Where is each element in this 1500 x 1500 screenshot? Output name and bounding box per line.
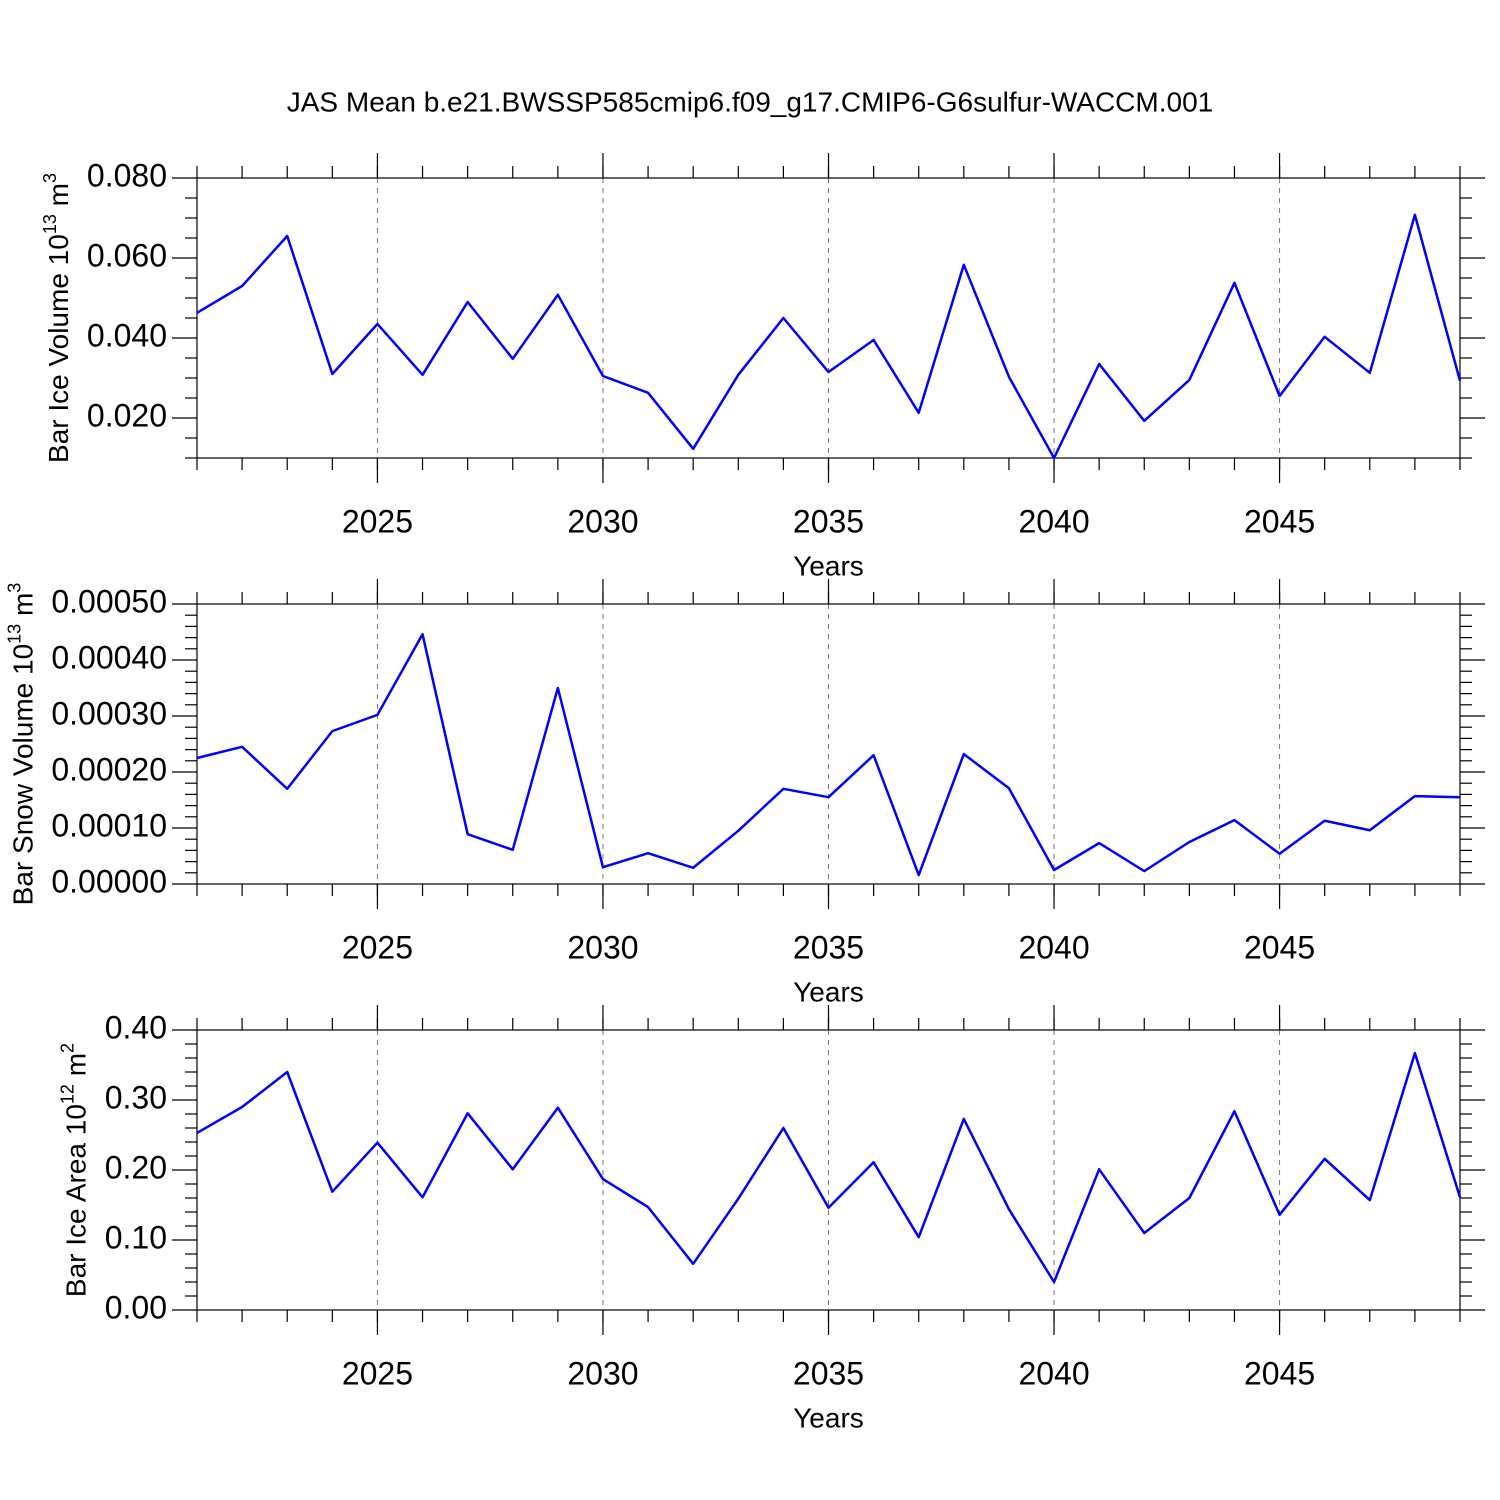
plot-frame [196, 603, 1461, 885]
chart-title: JAS Mean b.e21.BWSSP585cmip6.f09_g17.CMI… [287, 86, 1213, 117]
y-tick-label: 0.40 [105, 1009, 167, 1045]
y-axis-label-part: Bar Snow Volume 10 [8, 644, 39, 906]
y-tick-label: 0.00050 [51, 583, 167, 619]
y-tick-label: 0.060 [87, 237, 167, 273]
x-tick-label: 2045 [1244, 929, 1315, 965]
x-tick-label: 2045 [1244, 1355, 1315, 1391]
y-axis-label: Bar Ice Area 1012 m2 [57, 1043, 92, 1297]
x-tick-label: 2025 [342, 929, 413, 965]
y-axis-label-part: 3 [4, 583, 24, 593]
x-tick-label: 2045 [1244, 503, 1315, 539]
x-tick-label: 2030 [567, 503, 638, 539]
y-axis-label-part: 13 [4, 624, 24, 644]
y-tick-label: 0.30 [105, 1079, 167, 1115]
x-axis-label: Years [793, 550, 864, 581]
y-tick-label: 0.20 [105, 1149, 167, 1185]
y-tick-label: 0.080 [87, 157, 167, 193]
y-axis-label: Bar Ice Volume 1013 m3 [40, 173, 75, 463]
x-tick-label: 2040 [1018, 929, 1089, 965]
x-tick-label: 2035 [793, 1355, 864, 1391]
x-axis-label: Years [793, 1402, 864, 1433]
x-tick-label: 2030 [567, 1355, 638, 1391]
y-tick-label: 0.00000 [51, 863, 167, 899]
plot-frame [196, 177, 1461, 459]
y-tick-label: 0.020 [87, 397, 167, 433]
y-tick-label: 0.00 [105, 1289, 167, 1325]
y-tick-label: 0.00030 [51, 695, 167, 731]
data-line [196, 213, 1462, 460]
y-tick-label: 0.00020 [51, 751, 167, 787]
x-axis-label: Years [793, 976, 864, 1007]
x-tick-label: 2025 [342, 503, 413, 539]
x-tick-label: 2040 [1018, 1355, 1089, 1391]
y-axis-label-part: Bar Ice Volume 10 [43, 234, 74, 463]
y-tick-label: 0.10 [105, 1219, 167, 1255]
plot-frame [196, 1029, 1461, 1311]
y-axis-label-part: 2 [57, 1043, 77, 1053]
y-axis-label-part: m [43, 183, 74, 214]
x-tick-label: 2035 [793, 929, 864, 965]
x-tick-label: 2030 [567, 929, 638, 965]
y-axis-label-part: 12 [57, 1084, 77, 1104]
y-axis-label-part: m [61, 1053, 92, 1084]
y-axis-label-part: 13 [40, 214, 60, 234]
data-line [196, 1051, 1462, 1284]
x-tick-label: 2035 [793, 503, 864, 539]
y-tick-label: 0.00040 [51, 639, 167, 675]
y-axis-label: Bar Snow Volume 1013 m3 [4, 583, 39, 906]
x-tick-label: 2040 [1018, 503, 1089, 539]
y-tick-label: 0.00010 [51, 807, 167, 843]
y-tick-label: 0.040 [87, 317, 167, 353]
y-axis-label-part: 3 [40, 173, 60, 183]
data-line [196, 632, 1461, 877]
y-axis-label-part: Bar Ice Area 10 [61, 1104, 92, 1297]
y-axis-label-part: m [8, 593, 39, 624]
x-tick-label: 2025 [342, 1355, 413, 1391]
